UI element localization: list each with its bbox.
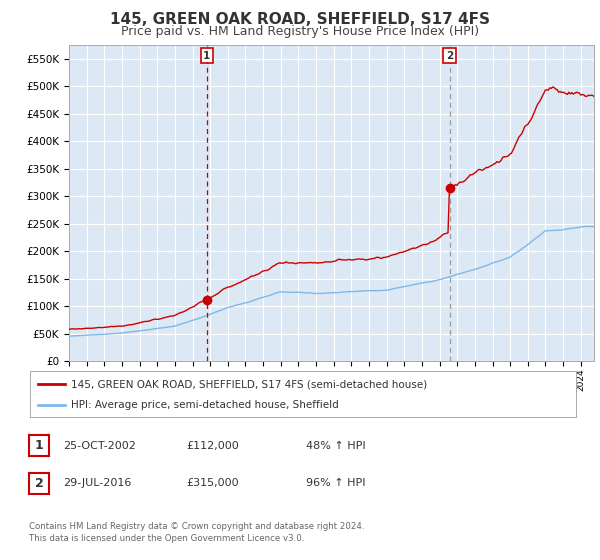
Text: 2: 2 [446, 51, 453, 61]
Text: 96% ↑ HPI: 96% ↑ HPI [306, 478, 365, 488]
Text: Contains HM Land Registry data © Crown copyright and database right 2024.
This d: Contains HM Land Registry data © Crown c… [29, 522, 364, 543]
Text: Price paid vs. HM Land Registry's House Price Index (HPI): Price paid vs. HM Land Registry's House … [121, 25, 479, 38]
Text: 2: 2 [35, 477, 43, 490]
Text: HPI: Average price, semi-detached house, Sheffield: HPI: Average price, semi-detached house,… [71, 400, 338, 410]
Text: 29-JUL-2016: 29-JUL-2016 [63, 478, 131, 488]
Text: 145, GREEN OAK ROAD, SHEFFIELD, S17 4FS (semi-detached house): 145, GREEN OAK ROAD, SHEFFIELD, S17 4FS … [71, 379, 427, 389]
Text: £315,000: £315,000 [186, 478, 239, 488]
Text: £112,000: £112,000 [186, 441, 239, 451]
Text: 1: 1 [203, 51, 211, 61]
Text: 25-OCT-2002: 25-OCT-2002 [63, 441, 136, 451]
Text: 48% ↑ HPI: 48% ↑ HPI [306, 441, 365, 451]
Text: 145, GREEN OAK ROAD, SHEFFIELD, S17 4FS: 145, GREEN OAK ROAD, SHEFFIELD, S17 4FS [110, 12, 490, 27]
Text: 1: 1 [35, 439, 43, 452]
